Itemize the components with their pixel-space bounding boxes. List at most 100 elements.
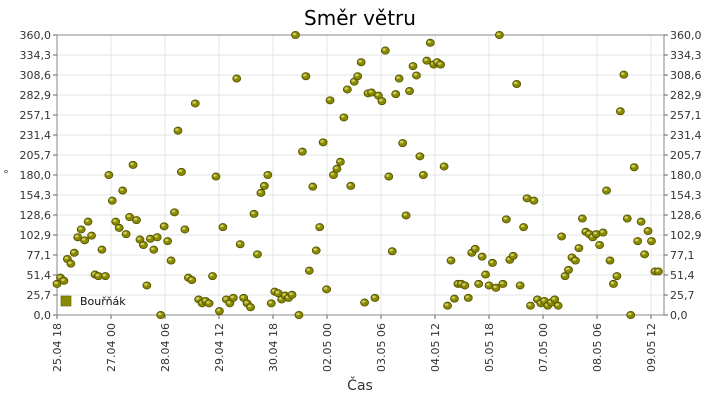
data-point-highlight bbox=[372, 295, 376, 299]
x-tick-label: 04.05 12 bbox=[429, 323, 442, 372]
data-point-highlight bbox=[420, 172, 425, 176]
x-tick-label: 02.05 00 bbox=[321, 323, 334, 372]
data-point-highlight bbox=[233, 76, 238, 79]
data-point-highlight bbox=[624, 216, 629, 219]
data-point-highlight bbox=[576, 245, 580, 249]
y-tick-label-right: 282,9 bbox=[670, 89, 702, 102]
y-tick-label-right: 360,0 bbox=[670, 29, 702, 42]
y-axis-label: ° bbox=[3, 168, 9, 181]
data-point-highlight bbox=[482, 272, 487, 275]
data-point-highlight bbox=[150, 247, 155, 250]
y-tick-label-left: 102,9 bbox=[20, 229, 52, 242]
data-point-highlight bbox=[175, 128, 179, 131]
data-point-highlight bbox=[596, 242, 601, 246]
data-point-highlight bbox=[361, 300, 366, 303]
y-tick-label-left: 308,6 bbox=[20, 69, 52, 82]
data-point-highlight bbox=[583, 229, 587, 233]
data-point-highlight bbox=[424, 58, 428, 61]
x-axis-label: Čas bbox=[347, 376, 373, 394]
data-point-highlight bbox=[527, 303, 532, 306]
y-tick-label-left: 360,0 bbox=[20, 29, 52, 42]
data-point-highlight bbox=[638, 219, 642, 222]
data-point-highlight bbox=[600, 230, 604, 233]
y-tick-label-right: 128,6 bbox=[670, 209, 702, 222]
data-point-highlight bbox=[427, 40, 432, 44]
data-point-highlight bbox=[579, 216, 584, 219]
data-point-highlight bbox=[306, 268, 311, 271]
y-tick-label-left: 257,1 bbox=[20, 109, 52, 122]
data-point-highlight bbox=[265, 172, 269, 176]
data-point-highlight bbox=[209, 273, 214, 277]
data-point-highlight bbox=[444, 303, 449, 306]
legend: Bouřňák bbox=[60, 295, 126, 308]
data-point-highlight bbox=[275, 290, 279, 294]
data-point-highlight bbox=[603, 188, 608, 191]
data-point-highlight bbox=[213, 174, 217, 177]
y-tick-label-right: 334,3 bbox=[670, 49, 702, 62]
data-point-highlight bbox=[116, 225, 121, 229]
data-point-highlight bbox=[216, 308, 221, 312]
data-point-highlight bbox=[614, 273, 618, 277]
x-tick-label: 05.05 18 bbox=[483, 323, 496, 372]
data-point-highlight bbox=[551, 297, 556, 300]
data-point-highlight bbox=[99, 247, 103, 250]
data-point-highlight bbox=[244, 301, 248, 304]
x-tick-label: 29.04 12 bbox=[213, 323, 226, 372]
data-point-highlight bbox=[161, 224, 165, 227]
data-point-highlight bbox=[451, 296, 456, 299]
data-point-highlight bbox=[144, 283, 148, 286]
data-point-highlight bbox=[327, 98, 331, 101]
y-tick-label-left: 154,3 bbox=[20, 189, 52, 202]
data-point-highlight bbox=[541, 298, 546, 302]
data-point-highlight bbox=[64, 256, 69, 260]
y-tick-label-right: 257,1 bbox=[670, 109, 702, 122]
data-point-highlight bbox=[479, 254, 483, 257]
data-point-highlight bbox=[292, 32, 297, 36]
data-point-highlight bbox=[154, 234, 159, 238]
data-point-highlight bbox=[323, 287, 328, 290]
y-tick-label-right: 205,7 bbox=[670, 149, 702, 162]
data-point-highlight bbox=[406, 88, 411, 92]
data-point-highlight bbox=[112, 219, 117, 222]
data-point-highlight bbox=[382, 48, 387, 51]
y-tick-label-left: 128,6 bbox=[20, 209, 52, 222]
data-point-highlight bbox=[627, 312, 632, 316]
data-point-highlight bbox=[417, 154, 421, 157]
data-point-highlight bbox=[137, 237, 141, 240]
data-point-highlight bbox=[531, 198, 535, 201]
y-tick-label-left: 334,3 bbox=[20, 49, 52, 62]
data-point-highlight bbox=[237, 241, 241, 245]
data-point-highlight bbox=[396, 76, 400, 79]
y-tick-label-left: 205,7 bbox=[20, 149, 52, 162]
data-point-highlight bbox=[503, 217, 508, 220]
y-tick-label-right: 308,6 bbox=[670, 69, 702, 82]
data-point-highlight bbox=[68, 261, 72, 264]
data-point-highlight bbox=[496, 32, 501, 36]
data-point-highlight bbox=[462, 283, 466, 286]
data-point-highlight bbox=[157, 312, 162, 316]
data-point-highlight bbox=[334, 166, 338, 170]
data-point-highlight bbox=[655, 269, 660, 272]
data-points bbox=[52, 30, 663, 319]
data-point-highlight bbox=[392, 91, 397, 95]
data-point-highlight bbox=[607, 258, 611, 261]
x-tick-label: 30.04 18 bbox=[267, 323, 280, 372]
data-point-highlight bbox=[448, 258, 452, 261]
x-tick-label: 03.05 06 bbox=[375, 323, 388, 372]
data-point-highlight bbox=[631, 164, 635, 168]
data-point-highlight bbox=[316, 224, 321, 228]
data-point-highlight bbox=[61, 278, 65, 282]
data-point-highlight bbox=[220, 224, 224, 228]
x-tick-label: 09.05 12 bbox=[645, 323, 658, 372]
data-point-highlight bbox=[489, 260, 494, 264]
data-point-highlight bbox=[188, 277, 193, 281]
data-point-highlight bbox=[437, 62, 442, 65]
data-point-highlight bbox=[88, 233, 93, 236]
data-point-highlight bbox=[320, 140, 324, 143]
data-point-highlight bbox=[354, 73, 359, 77]
data-point-highlight bbox=[202, 298, 207, 302]
y-tick-label-left: 25,7 bbox=[27, 289, 52, 302]
data-point-highlight bbox=[410, 63, 414, 67]
data-point-highlight bbox=[610, 281, 615, 285]
